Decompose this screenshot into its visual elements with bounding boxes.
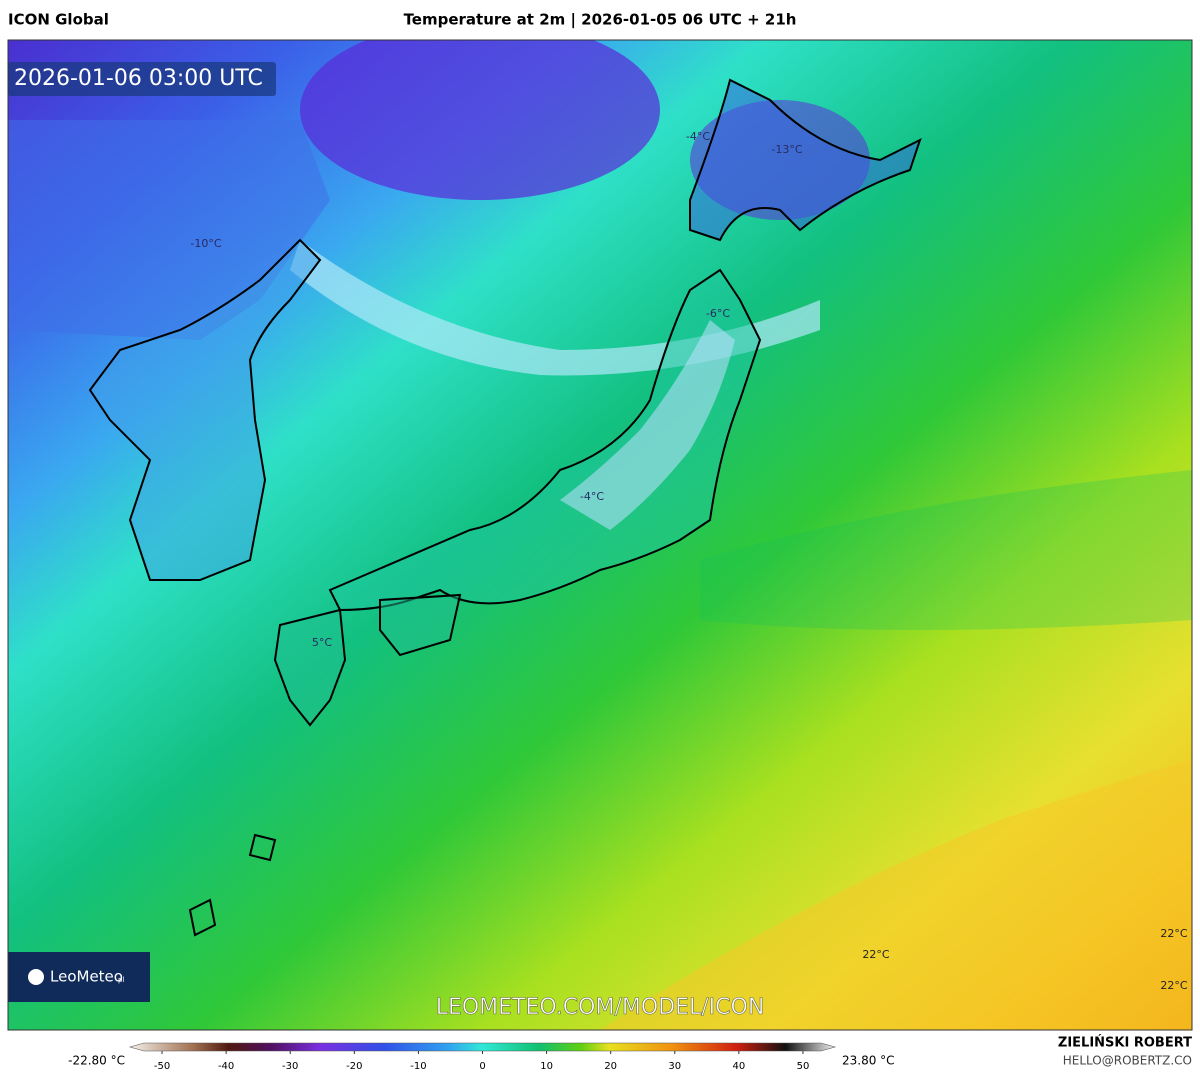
korea bbox=[88, 238, 322, 581]
cold-area bbox=[300, 40, 660, 200]
logo-sun bbox=[28, 969, 44, 985]
colorbar-tick-label: -40 bbox=[218, 1061, 234, 1072]
temperature-label: -13°C bbox=[771, 143, 802, 156]
watermark: LEOMETEO.COM/MODEL/ICON bbox=[436, 995, 765, 1020]
colorbar-tick-label: 20 bbox=[604, 1061, 617, 1072]
colorbar-tick-label: 50 bbox=[797, 1061, 810, 1072]
colorbar-tick-label: -10 bbox=[410, 1061, 426, 1072]
temperature-label: -4°C bbox=[580, 490, 604, 503]
temperature-label: -10°C bbox=[190, 237, 221, 250]
ryukyu-islands bbox=[188, 833, 277, 937]
colorbar: -50 -40 -30 -20 -10 0 10 20 30 40 50 bbox=[128, 1042, 837, 1072]
shikoku bbox=[379, 593, 462, 657]
temperature-label: -4°C bbox=[686, 130, 710, 143]
warm-area bbox=[700, 470, 1192, 630]
colorbar-tick-label: 10 bbox=[540, 1061, 553, 1072]
model-name: ICON Global bbox=[8, 11, 109, 29]
colorbar-max: 23.80 °C bbox=[842, 1054, 895, 1068]
colorbar-tick-label: 0 bbox=[479, 1061, 485, 1072]
colorbar-tick-label: 40 bbox=[732, 1061, 745, 1072]
kyushu bbox=[273, 608, 347, 727]
cold-area bbox=[8, 120, 330, 340]
warm-area bbox=[600, 760, 1192, 1030]
temperature-label: 22°C bbox=[1160, 927, 1187, 940]
colorbar-tick-label: -50 bbox=[154, 1061, 170, 1072]
snow-area bbox=[560, 320, 735, 530]
map: -4°C -13°C -10°C -6°C -4°C 5°C 22°C 22°C 22°C 20… bbox=[8, 40, 1192, 1030]
logo-suffix: pl bbox=[118, 976, 124, 984]
timestamp: 2026-01-06 03:00 UTC bbox=[14, 66, 263, 91]
colorbar-tick-label: -30 bbox=[282, 1061, 298, 1072]
logo-text: LeoMeteo bbox=[50, 968, 123, 986]
temperature-label: -6°C bbox=[706, 307, 730, 320]
author: ZIELIŃSKI ROBERT bbox=[1058, 1035, 1192, 1051]
coastlines bbox=[88, 78, 922, 937]
email: HELLO@ROBERTZ.CO bbox=[1063, 1054, 1192, 1068]
hokkaido bbox=[689, 78, 922, 242]
colorbar-tick-label: 30 bbox=[668, 1061, 681, 1072]
honshu bbox=[328, 268, 762, 612]
timestamp-box bbox=[8, 62, 276, 96]
temperature-label: 22°C bbox=[1160, 979, 1187, 992]
colorbar-min: -22.80 °C bbox=[68, 1054, 125, 1068]
map-border bbox=[7, 39, 1193, 1031]
colorbar-tick-label: -20 bbox=[346, 1061, 362, 1072]
colorbar-bar bbox=[128, 1042, 837, 1052]
temperature-label: 5°C bbox=[312, 636, 332, 649]
temperature-label: 22°C bbox=[862, 948, 889, 961]
chart-title: Temperature at 2m | 2026-01-05 06 UTC + … bbox=[404, 11, 797, 30]
map-labels: -4°C -13°C -10°C -6°C -4°C 5°C 22°C 22°C 22°C bbox=[190, 130, 1187, 992]
